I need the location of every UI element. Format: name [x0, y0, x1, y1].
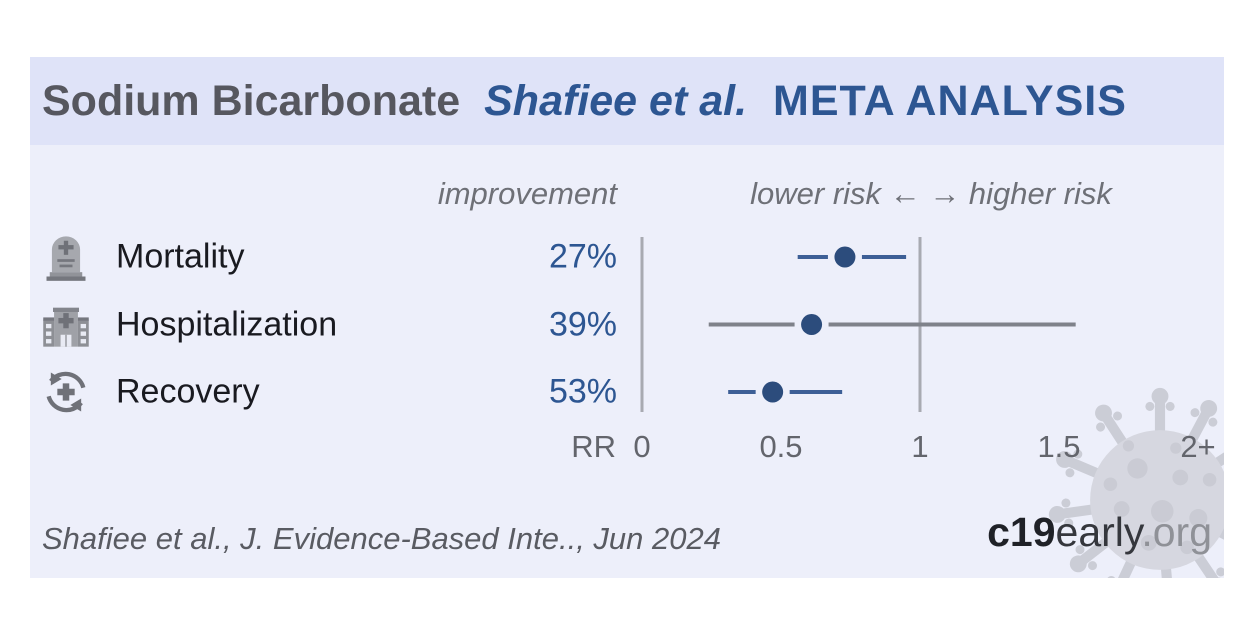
analysis-type-title: META ANALYSIS — [773, 76, 1127, 125]
x-axis: RR 0 0.5 1 1.5 2+ — [30, 57, 1224, 578]
outcome-rows: Mortality 27% Hospitalization 39% Recovery 53… — [30, 57, 1224, 578]
card-header: Sodium Bicarbonate Shafiee et al. META A… — [30, 57, 1224, 145]
citation-text: Shafiee et al., J. Evidence-Based Inte..… — [42, 521, 721, 556]
treatment-title: Sodium Bicarbonate — [42, 76, 461, 125]
improvement-column-header: improvement — [437, 176, 617, 211]
logo-org: .org — [1141, 509, 1212, 555]
rr-point — [762, 381, 784, 403]
logo-early: early — [1055, 509, 1142, 555]
axis-tick-2+: 2+ — [1180, 429, 1216, 464]
rr-point — [801, 314, 823, 335]
study-author-title: Shafiee et al. — [484, 76, 748, 125]
outcome-label: Hospitalization — [116, 305, 338, 343]
axis-tick-1.5: 1.5 — [1037, 429, 1081, 464]
site-logo: c19early.org — [987, 509, 1212, 556]
risk-direction-header: lower risk ← → higher risk — [750, 176, 1112, 211]
rr-point — [834, 246, 856, 268]
improvement-value: 39% — [548, 305, 617, 343]
forest-plot-canvas — [640, 237, 1076, 412]
outcome-row: Recovery 53% — [30, 363, 1224, 421]
virus-watermark-icon — [1046, 387, 1224, 578]
axis-tick-0: 0 — [633, 429, 651, 464]
outcome-row: Mortality 27% — [30, 228, 1224, 286]
axis-tick-1: 1 — [911, 429, 929, 464]
forest-plot — [30, 57, 1224, 578]
improvement-value: 27% — [548, 237, 617, 276]
hospital-icon — [40, 299, 92, 351]
outcome-label: Recovery — [116, 372, 260, 411]
axis-label-rr: RR — [571, 429, 616, 464]
meta-analysis-card: Sodium Bicarbonate Shafiee et al. META A… — [30, 57, 1224, 578]
outcome-row: Hospitalization 39% — [30, 296, 1224, 354]
recovery-icon — [40, 366, 92, 418]
axis-tick-0.5: 0.5 — [759, 429, 803, 464]
outcome-label: Mortality — [116, 237, 245, 276]
improvement-value: 53% — [548, 372, 617, 411]
logo-c19: c19 — [987, 509, 1056, 555]
tombstone-icon — [40, 231, 92, 283]
